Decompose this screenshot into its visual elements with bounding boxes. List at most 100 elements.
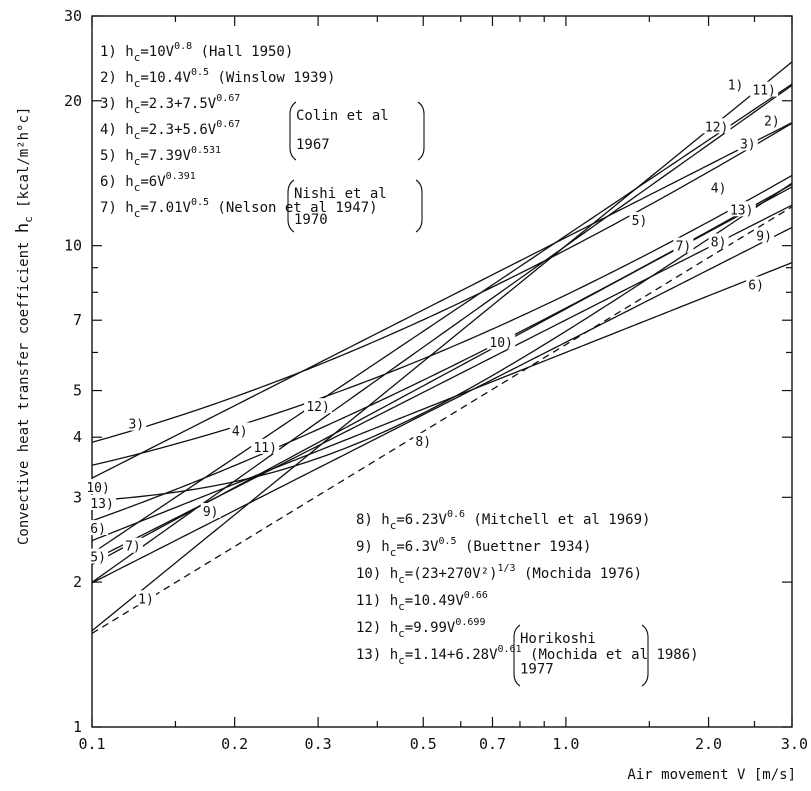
series-3-label: 3)	[128, 418, 144, 433]
x-tick-label: 0.3	[305, 735, 332, 753]
y-tick-label: 4	[73, 428, 82, 446]
legend-top-group-nishi-close	[415, 179, 423, 233]
series-7-end-label-gap	[673, 237, 694, 253]
series-6-line	[91, 262, 793, 542]
series-2-line	[91, 122, 793, 479]
legend-bottom-item-10: 10) hc=(23+270V²)1/3 (Mochida 1976)	[356, 563, 642, 586]
y-tick-label: 2	[73, 573, 82, 591]
series-2-label-gap	[761, 112, 782, 128]
series-1-label-gap	[135, 590, 156, 606]
series-3-line	[91, 122, 793, 443]
series-4-label-gap	[229, 422, 250, 438]
series-13-end-label: 13)	[730, 203, 753, 218]
series-9-label-gap	[200, 503, 221, 519]
legend-top-item-1: 1) hc=10V0.8 (Hall 1950)	[100, 41, 293, 64]
series-13-line	[91, 183, 793, 522]
legend-group: 1) hc=10V0.8 (Hall 1950) 2) hc=10.4V0.5 (…	[100, 41, 699, 687]
plot-frame	[91, 15, 793, 728]
x-tick-label: 0.1	[78, 735, 105, 753]
legend-bottom-group-horikoshi-open	[513, 624, 521, 687]
legend-bottom-group-horikoshi-line-1: 1977	[520, 662, 554, 678]
legend-bottom-item-11: 11) hc=10.49V0.66	[356, 590, 488, 613]
series-1-label: 1)	[138, 592, 154, 607]
series-1-end-label-gap	[725, 76, 746, 92]
legend-top-item-4: 4) hc=2.3+5.6V0.67	[100, 119, 240, 142]
series-13-label: 13)	[90, 497, 113, 512]
legend-bottom-item-9: 9) hc=6.3V0.5 (Buettner 1934)	[356, 536, 591, 559]
series-12-label: 12)	[306, 400, 329, 415]
series-1-line	[91, 61, 793, 632]
legend-bottom-item-8: 8) hc=6.23V0.6 (Mitchell et al 1969)	[356, 509, 650, 532]
series-2-label: 2)	[764, 114, 780, 129]
series-10-label-gap	[84, 479, 113, 495]
legend-top-group-colin-line-0: Colin et al	[296, 108, 389, 124]
series-4-line	[91, 174, 793, 466]
x-tick-label: 0.5	[410, 735, 437, 753]
series-10-line	[91, 182, 793, 502]
series-8-end-label: 8)	[711, 236, 727, 251]
series-7-label-gap	[122, 537, 143, 553]
series-13-label-gap	[88, 494, 117, 510]
legend-top-item-3: 3) hc=2.3+7.5V0.67	[100, 93, 240, 116]
x-tick-label: 3.0	[781, 735, 808, 753]
y-tick-label: 5	[73, 382, 82, 400]
legend-top-group-colin-line-1: 1967	[296, 137, 330, 153]
series-1-end-label: 1)	[728, 79, 744, 94]
series-12-line	[91, 84, 793, 583]
legend-bottom-item-12: 12) hc=9.99V0.699	[356, 617, 485, 640]
series-8-label: 8)	[415, 435, 431, 450]
legend-top-item-2: 2) hc=10.4V0.5 (Winslow 1939)	[100, 67, 335, 90]
legend-bottom-group-horikoshi-close	[641, 624, 649, 687]
series-10-end-label-gap	[487, 334, 516, 350]
series-11-label-gap	[251, 438, 280, 454]
legend-top-group-nishi-line-0: Nishi et al	[294, 186, 387, 202]
series-10-label: 10)	[86, 481, 109, 496]
series-13-end-label-gap	[727, 201, 756, 217]
series-12-end-label: 12)	[705, 120, 728, 135]
series-7-line	[91, 204, 793, 562]
series-3-end-label: 3)	[740, 138, 756, 153]
series-3-end-label-gap	[737, 135, 758, 151]
y-tick-label: 10	[64, 237, 82, 255]
series-8-end-label-gap	[708, 233, 729, 249]
x-tick-label: 1.0	[552, 735, 579, 753]
legend-top-group-nishi-line-1: 1970	[294, 212, 328, 228]
series-6-end-label: 6)	[748, 279, 764, 294]
series-5-label-gap	[88, 548, 109, 564]
series-8-label-gap	[413, 432, 434, 448]
legend-bottom-item-13: 13) hc=1.14+6.28V0.61 (Mochida et al 198…	[356, 644, 699, 667]
y-tick-label: 1	[73, 718, 82, 736]
series-5-end-label: 5)	[632, 214, 648, 229]
labels-group: 1)2)3) 4)5)6)7)8)9)10)11)12)13)1) 11)12)3)…	[13, 76, 796, 783]
series-11-end-label: 11)	[752, 84, 775, 99]
series-5-end-label-gap	[629, 212, 650, 228]
series-6-end-label-gap	[746, 276, 767, 292]
x-tick-label: 0.2	[221, 735, 248, 753]
series-9-label: 9)	[203, 505, 219, 520]
legend-top-item-7: 7) hc=7.01V0.5 (Nelson et al 1947)	[100, 197, 378, 220]
series-7-label: 7)	[125, 540, 141, 555]
y-tick-label: 7	[73, 311, 82, 329]
series-4-end-label-gap	[708, 179, 729, 195]
series-8-line	[91, 206, 793, 634]
y-axis-title: Convective heat transfer coefficient hc …	[13, 107, 35, 545]
ticks-group: 1 2 3 4 5 7 10 20 30 0.1 0.2 0.3 0.5 0.7 1.0 2.0 3.0	[64, 7, 808, 753]
legend-top-item-5: 5) hc=7.39V0.531	[100, 145, 221, 168]
axes-group	[91, 15, 793, 728]
series-11-line	[91, 83, 793, 554]
series-9-line	[91, 226, 793, 584]
legend-top-group-colin-close	[417, 101, 425, 161]
series-11-label: 11)	[253, 441, 276, 456]
y-tick-label: 3	[73, 488, 82, 506]
legend-top-item-6: 6) hc=6V0.391	[100, 171, 196, 194]
x-axis-title: Air movement V [m/s]	[627, 767, 796, 783]
series-3-label-gap	[126, 415, 147, 431]
series-9-end-label: 9)	[756, 229, 772, 244]
series-12-label-gap	[304, 398, 333, 414]
series-7-end-label: 7)	[676, 240, 692, 255]
series-4-label: 4)	[232, 425, 248, 440]
series-11-end-label-gap	[750, 81, 779, 97]
x-tick-label: 2.0	[695, 735, 722, 753]
series-4-end-label: 4)	[711, 182, 727, 197]
